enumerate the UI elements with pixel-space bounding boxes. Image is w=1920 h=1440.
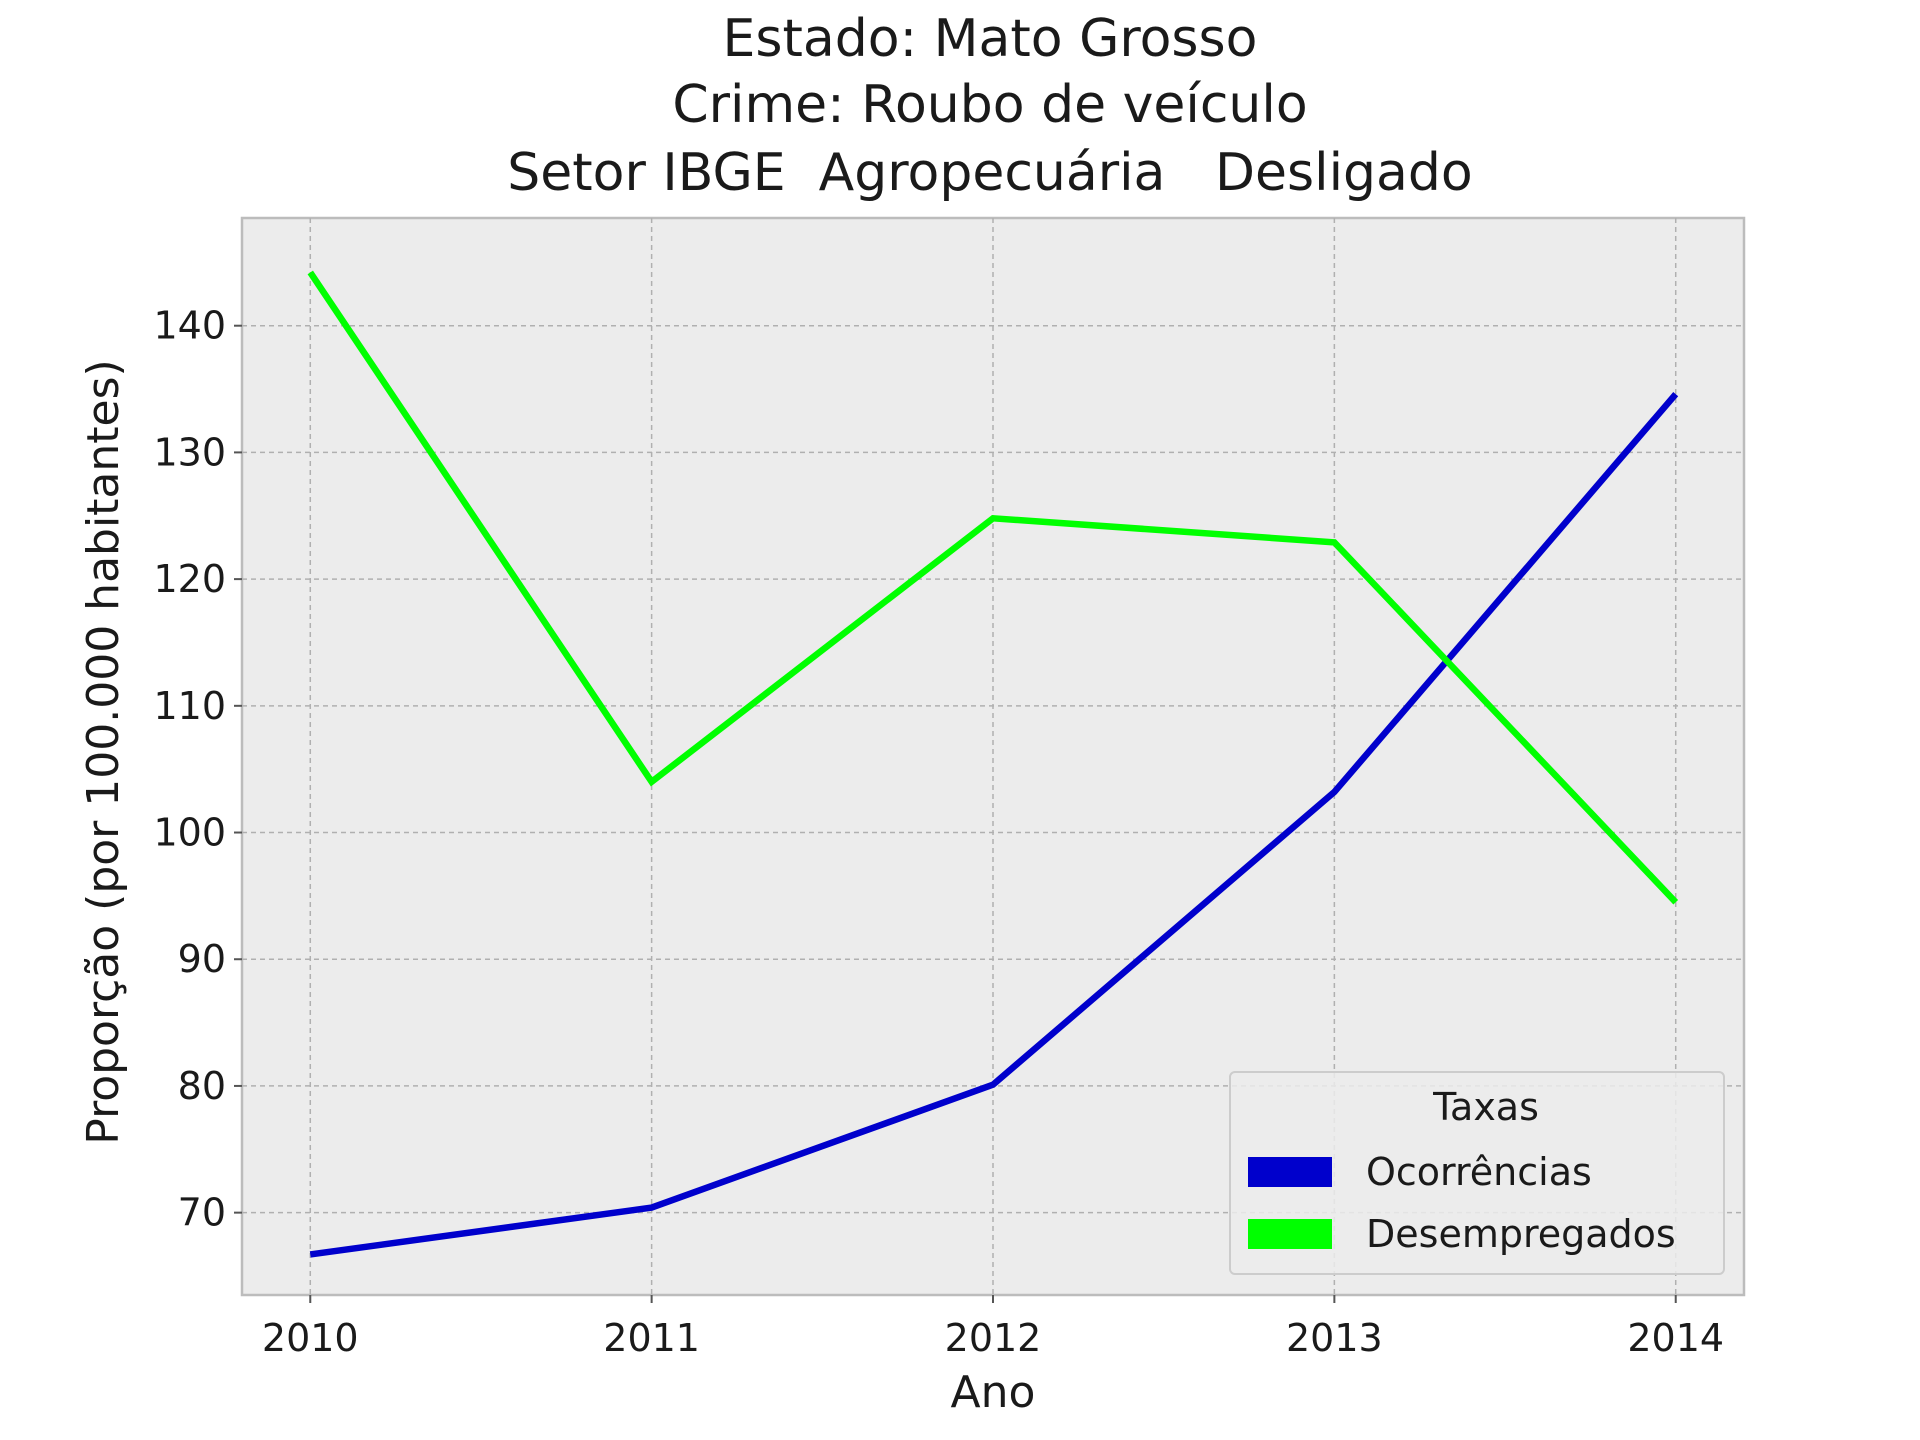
legend-swatch-desempregados bbox=[1248, 1219, 1332, 1249]
x-axis-label: Ano bbox=[951, 1367, 1036, 1418]
x-tick-label: 2012 bbox=[945, 1316, 1042, 1360]
legend: Taxas Ocorrências Desempregados bbox=[1229, 1071, 1725, 1275]
y-tick-label: 130 bbox=[153, 430, 226, 474]
y-tick-label: 140 bbox=[153, 304, 226, 348]
legend-swatch-ocorrencias bbox=[1248, 1157, 1332, 1187]
y-axis-label: Proporção (por 100.000 habitantes) bbox=[78, 359, 129, 1144]
x-tick-label: 2014 bbox=[1627, 1316, 1724, 1360]
series-line-desempregados bbox=[307, 270, 1679, 905]
chart-title-line-3: Setor IBGE Agropecuária Desligado bbox=[507, 143, 1472, 203]
chart-title-line-2: Crime: Roubo de veículo bbox=[672, 75, 1307, 135]
y-tick-label: 70 bbox=[178, 1191, 226, 1235]
x-tick-label: 2013 bbox=[1286, 1316, 1383, 1360]
legend-box bbox=[1229, 1071, 1725, 1275]
y-tick-label: 100 bbox=[153, 811, 226, 855]
legend-label-desempregados: Desempregados bbox=[1366, 1212, 1676, 1256]
y-tick-label: 110 bbox=[153, 684, 226, 728]
chart-title: Estado: Mato Grosso Crime: Roubo de veíc… bbox=[507, 9, 1472, 203]
y-tick-label: 90 bbox=[178, 937, 226, 981]
x-tick-label: 2010 bbox=[262, 1316, 359, 1360]
legend-title: Taxas bbox=[1432, 1085, 1539, 1129]
y-axis-ticks: 70 80 90 100 110 120 130 140 bbox=[153, 304, 242, 1235]
x-axis-ticks: 2010 2011 2012 2013 2014 bbox=[262, 1295, 1724, 1360]
x-tick-label: 2011 bbox=[603, 1316, 700, 1360]
y-tick-label: 120 bbox=[153, 557, 226, 601]
chart-title-line-1: Estado: Mato Grosso bbox=[723, 9, 1258, 69]
y-tick-label: 80 bbox=[178, 1064, 226, 1108]
legend-label-ocorrencias: Ocorrências bbox=[1366, 1150, 1592, 1194]
series-lines bbox=[307, 270, 1679, 1258]
